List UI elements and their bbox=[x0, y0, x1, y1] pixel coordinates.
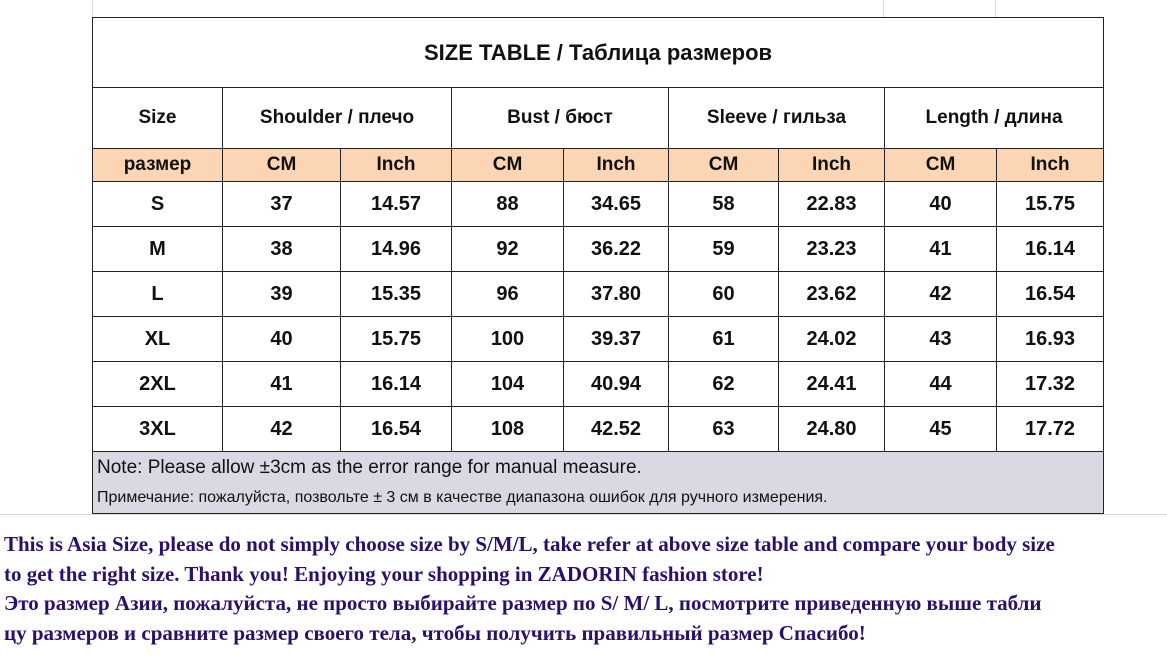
table-cell: 96 bbox=[451, 271, 564, 317]
table-cell: 61 bbox=[668, 316, 779, 362]
table-cell: 15.75 bbox=[995, 181, 1105, 227]
table-cell: 16.54 bbox=[995, 271, 1105, 317]
table-cell: 62 bbox=[668, 361, 779, 407]
table-cell: 24.41 bbox=[778, 361, 885, 407]
table-cell: 16.14 bbox=[340, 361, 452, 407]
unit-cell: CM bbox=[222, 148, 341, 182]
table-cell: 37.80 bbox=[563, 271, 669, 317]
header-sleeve: Sleeve / гильза bbox=[668, 87, 885, 149]
header-row: Size Shoulder / плечо Bust / бюст Sleeve… bbox=[92, 87, 1105, 149]
table-row: 3XL 42 16.54 108 42.52 63 24.80 45 17.72 bbox=[92, 406, 1105, 452]
table-cell: 63 bbox=[668, 406, 779, 452]
unit-cell: CM bbox=[884, 148, 997, 182]
table-cell: 42 bbox=[884, 271, 997, 317]
promo-line: This is Asia Size, please do not simply … bbox=[4, 532, 1055, 556]
table-cell: 38 bbox=[222, 226, 341, 272]
table-cell: 45 bbox=[884, 406, 997, 452]
header-shoulder: Shoulder / плечо bbox=[222, 87, 452, 149]
units-row: размер CM Inch CM Inch CM Inch CM Inch bbox=[92, 148, 1105, 182]
table-cell: 42 bbox=[222, 406, 341, 452]
unit-cell: Inch bbox=[778, 148, 885, 182]
table-cell: 14.96 bbox=[340, 226, 452, 272]
size-label: 3XL bbox=[92, 406, 223, 452]
table-cell: 23.23 bbox=[778, 226, 885, 272]
table-row: XL 40 15.75 100 39.37 61 24.02 43 16.93 bbox=[92, 316, 1105, 362]
header-length: Length / длина bbox=[883, 87, 1105, 149]
table-cell: 17.72 bbox=[995, 406, 1105, 452]
header-bust: Bust / бюст bbox=[451, 87, 669, 149]
unit-cell: Inch bbox=[563, 148, 669, 182]
table-cell: 108 bbox=[451, 406, 564, 452]
table-cell: 23.62 bbox=[778, 271, 885, 317]
table-cell: 41 bbox=[222, 361, 341, 407]
table-cell: 58 bbox=[668, 181, 779, 227]
divider bbox=[0, 514, 1167, 515]
table-cell: 36.22 bbox=[563, 226, 669, 272]
note-russian: Примечание: пожалуйста, позвольте ± 3 см… bbox=[91, 483, 1105, 514]
table-cell: 44 bbox=[884, 361, 997, 407]
table-cell: 39.37 bbox=[563, 316, 669, 362]
header-size: Size bbox=[92, 87, 223, 149]
table-cell: 16.14 bbox=[995, 226, 1105, 272]
promo-line: Это размер Азии, пожалуйста, не просто в… bbox=[4, 591, 1042, 615]
table-cell: 22.83 bbox=[778, 181, 885, 227]
table-cell: 59 bbox=[668, 226, 779, 272]
unit-cell: Inch bbox=[340, 148, 452, 182]
size-label: S bbox=[92, 181, 223, 227]
table-cell: 17.32 bbox=[995, 361, 1105, 407]
table-row: L 39 15.35 96 37.80 60 23.62 42 16.54 bbox=[92, 271, 1105, 317]
table-cell: 40 bbox=[884, 181, 997, 227]
table-cell: 15.75 bbox=[340, 316, 452, 362]
table-cell: 42.52 bbox=[563, 406, 669, 452]
promo-line: цу размеров и сравните размер своего тел… bbox=[4, 620, 866, 645]
table-cell: 16.93 bbox=[995, 316, 1105, 362]
unit-cell: размер bbox=[92, 148, 223, 182]
size-label: L bbox=[92, 271, 223, 317]
table-cell: 40 bbox=[222, 316, 341, 362]
table-cell: 41 bbox=[884, 226, 997, 272]
table-row: 2XL 41 16.14 104 40.94 62 24.41 44 17.32 bbox=[92, 361, 1105, 407]
table-cell: 92 bbox=[451, 226, 564, 272]
table-cell: 100 bbox=[451, 316, 564, 362]
note-english: Note: Please allow ±3cm as the error ran… bbox=[91, 451, 1105, 483]
table-cell: 14.57 bbox=[340, 181, 452, 227]
table-cell: 24.80 bbox=[778, 406, 885, 452]
table-cell: 43 bbox=[884, 316, 997, 362]
unit-cell: CM bbox=[668, 148, 779, 182]
table-cell: 88 bbox=[451, 181, 564, 227]
table-cell: 104 bbox=[451, 361, 564, 407]
promo-text: This is Asia Size, please do not simply … bbox=[4, 530, 1167, 648]
table-cell: 60 bbox=[668, 271, 779, 317]
table-cell: 24.02 bbox=[778, 316, 885, 362]
size-label: M bbox=[92, 226, 223, 272]
unit-cell: Inch bbox=[995, 148, 1105, 182]
spreadsheet-gridlines bbox=[0, 0, 1167, 18]
promo-line: to get the right size. Thank you! Enjoyi… bbox=[4, 561, 764, 586]
table-cell: 16.54 bbox=[340, 406, 452, 452]
table-cell: 40.94 bbox=[563, 361, 669, 407]
table-cell: 15.35 bbox=[340, 271, 452, 317]
size-label: 2XL bbox=[92, 361, 223, 407]
table-title: SIZE TABLE / Таблица размеров bbox=[91, 17, 1105, 88]
size-label: XL bbox=[92, 316, 223, 362]
table-cell: 37 bbox=[222, 181, 341, 227]
table-cell: 39 bbox=[222, 271, 341, 317]
size-table: SIZE TABLE / Таблица размеров Size Shoul… bbox=[91, 17, 1105, 514]
table-row: M 38 14.96 92 36.22 59 23.23 41 16.14 bbox=[92, 226, 1105, 272]
table-cell: 34.65 bbox=[563, 181, 669, 227]
table-row: S 37 14.57 88 34.65 58 22.83 40 15.75 bbox=[92, 181, 1105, 227]
unit-cell: CM bbox=[451, 148, 564, 182]
